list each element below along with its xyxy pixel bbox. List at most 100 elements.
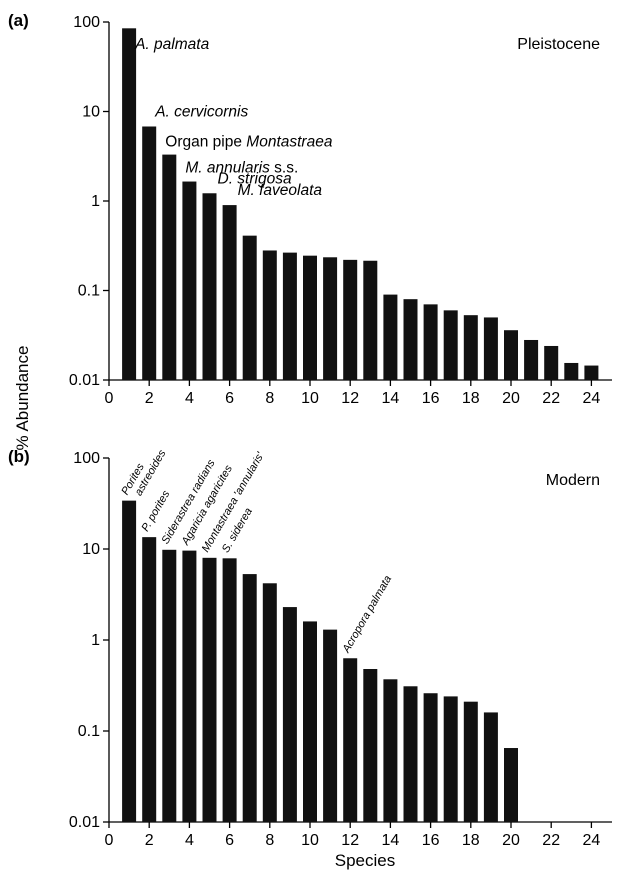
bar-species-5 bbox=[202, 193, 217, 380]
annotation-part: Montastraea bbox=[246, 134, 333, 151]
x-tick-label: 8 bbox=[265, 390, 274, 407]
y-tick-label: 100 bbox=[73, 14, 100, 31]
bar-annotation: Organ pipe Montastraea bbox=[165, 134, 333, 151]
x-tick-label: 2 bbox=[145, 390, 154, 407]
panel-letter: (a) bbox=[8, 11, 29, 30]
y-tick-label: 1 bbox=[91, 193, 100, 210]
bar-species-4 bbox=[182, 181, 197, 380]
bar-species-16 bbox=[423, 304, 438, 380]
bar-species-10 bbox=[303, 255, 317, 380]
x-tick-label: 14 bbox=[382, 390, 400, 407]
y-tick-label: 0.1 bbox=[78, 283, 100, 300]
x-tick-label: 18 bbox=[462, 390, 480, 407]
bar-species-11 bbox=[323, 257, 338, 380]
bar-species-13 bbox=[363, 669, 378, 822]
bar-species-2 bbox=[142, 537, 157, 822]
annotation-part: D. strigosa bbox=[218, 170, 292, 187]
annotation-part: M. faveolata bbox=[238, 182, 323, 199]
x-tick-label: 6 bbox=[225, 832, 234, 849]
x-tick-label: 22 bbox=[542, 832, 560, 849]
bar-species-5 bbox=[202, 557, 217, 822]
annotation-part: Organ pipe bbox=[165, 134, 246, 151]
x-tick-label: 20 bbox=[502, 390, 520, 407]
bar-species-12 bbox=[343, 259, 358, 380]
bar-species-24 bbox=[584, 365, 599, 380]
bar-species-19 bbox=[483, 317, 498, 380]
x-tick-label: 0 bbox=[105, 390, 114, 407]
bar-annotation: A. cervicornis bbox=[154, 103, 248, 120]
bar-species-15 bbox=[403, 686, 418, 822]
bar-species-17 bbox=[443, 696, 458, 822]
bar-species-9 bbox=[282, 252, 297, 380]
bar-species-13 bbox=[363, 260, 378, 380]
x-tick-label: 24 bbox=[583, 832, 601, 849]
bar-species-1 bbox=[122, 28, 137, 380]
bar-species-1 bbox=[122, 500, 137, 822]
panel-letter: (b) bbox=[8, 447, 30, 466]
x-tick-label: 12 bbox=[341, 832, 359, 849]
bar-species-15 bbox=[403, 299, 418, 380]
bar-species-6 bbox=[222, 205, 237, 380]
x-tick-label: 0 bbox=[105, 832, 114, 849]
annotation-line: Acropora palmata bbox=[340, 574, 394, 656]
bar-annotation: Acropora palmata bbox=[340, 574, 394, 656]
y-tick-label: 1 bbox=[91, 632, 100, 649]
y-tick-label: 0.1 bbox=[78, 723, 100, 740]
bar-species-18 bbox=[463, 315, 478, 380]
bar-species-14 bbox=[383, 679, 398, 822]
bar-species-17 bbox=[443, 310, 458, 380]
x-tick-label: 4 bbox=[185, 390, 194, 407]
bar-species-20 bbox=[504, 748, 518, 822]
bar-species-7 bbox=[242, 574, 257, 822]
annotation-part: M. annularis bbox=[185, 160, 270, 177]
bar-species-7 bbox=[242, 235, 257, 380]
x-axis-title: Species bbox=[335, 851, 395, 870]
x-tick-label: 2 bbox=[145, 832, 154, 849]
bar-species-23 bbox=[564, 362, 579, 380]
bar-species-8 bbox=[262, 250, 277, 380]
x-tick-label: 10 bbox=[301, 832, 319, 849]
x-tick-label: 8 bbox=[265, 832, 274, 849]
x-tick-label: 22 bbox=[542, 390, 560, 407]
x-tick-label: 14 bbox=[382, 832, 400, 849]
bar-species-4 bbox=[182, 550, 197, 822]
y-tick-label: 10 bbox=[82, 541, 100, 558]
x-tick-label: 16 bbox=[422, 832, 440, 849]
bar-species-9 bbox=[282, 607, 297, 822]
y-tick-label: 10 bbox=[82, 104, 100, 121]
bar-species-21 bbox=[524, 339, 539, 380]
bar-annotation: M. faveolata bbox=[238, 182, 323, 199]
bar-species-20 bbox=[504, 330, 518, 380]
bar-annotation: M. annularis s.s. bbox=[185, 160, 298, 177]
bar-species-16 bbox=[423, 693, 438, 822]
bar-species-12 bbox=[343, 658, 358, 822]
bar-species-3 bbox=[162, 549, 177, 822]
bar-species-19 bbox=[483, 712, 498, 822]
bar-species-2 bbox=[142, 126, 157, 381]
x-tick-label: 4 bbox=[185, 832, 194, 849]
x-tick-label: 24 bbox=[583, 390, 601, 407]
x-tick-label: 10 bbox=[301, 390, 319, 407]
bar-species-14 bbox=[383, 294, 398, 380]
x-tick-label: 6 bbox=[225, 390, 234, 407]
panel-label: Pleistocene bbox=[517, 36, 600, 53]
annotation-part: A. cervicornis bbox=[154, 103, 248, 120]
bar-species-8 bbox=[262, 583, 277, 822]
y-tick-label: 0.01 bbox=[69, 372, 100, 389]
bar-species-22 bbox=[544, 345, 559, 380]
x-tick-label: 12 bbox=[341, 390, 359, 407]
y-axis-title: % Abundance bbox=[13, 346, 32, 451]
annotation-part: A. palmata bbox=[134, 36, 209, 53]
y-tick-label: 0.01 bbox=[69, 814, 100, 831]
x-tick-label: 20 bbox=[502, 832, 520, 849]
annotation-part: s.s. bbox=[270, 160, 298, 177]
bar-species-10 bbox=[303, 621, 317, 822]
bar-annotation: D. strigosa bbox=[218, 170, 292, 187]
bar-species-11 bbox=[323, 629, 338, 822]
bar-species-18 bbox=[463, 701, 478, 822]
x-tick-label: 18 bbox=[462, 832, 480, 849]
bar-annotation: A. palmata bbox=[134, 36, 209, 53]
